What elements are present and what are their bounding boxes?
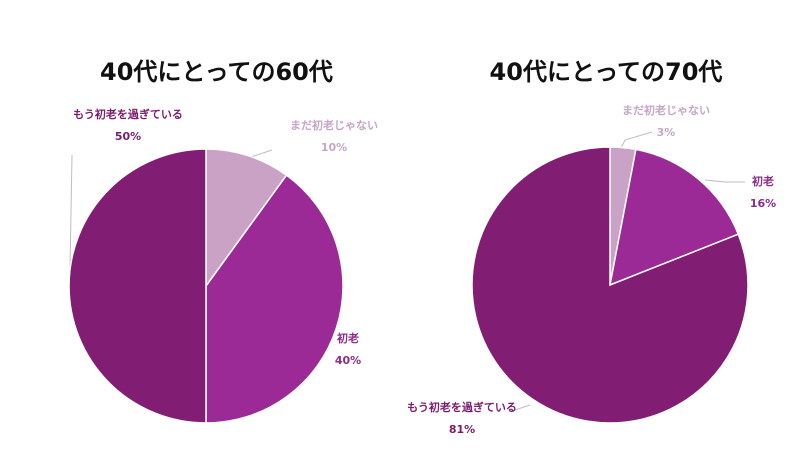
slice-label: もう初老を過ぎている (407, 400, 517, 414)
leader-line (704, 179, 745, 183)
pie-slice (471, 146, 749, 424)
slice-percentage: 81% (449, 423, 475, 436)
slice-label: 初老 (337, 331, 359, 345)
slice-percentage: 50% (115, 130, 141, 143)
pie-slice (205, 148, 288, 289)
slice-percentage: 3% (657, 126, 676, 139)
leader-line (619, 131, 653, 151)
slice-percentage: 10% (321, 141, 347, 154)
pie-chart-2: まだ初老じゃない 3% 初老 16% もう初老を過ぎている 81% (407, 103, 776, 436)
leader-line (69, 154, 73, 271)
slice-label: まだ初老じゃない (622, 103, 710, 117)
slice-percentage: 40% (335, 354, 361, 367)
pie-chart-1: まだ初老じゃない 10% 初老 40% もう初老を過ぎている 50% (68, 107, 378, 424)
slice-percentage: 16% (750, 197, 776, 210)
pie-slice (68, 148, 207, 424)
leader-line (514, 404, 531, 411)
pie-slice (205, 174, 344, 424)
slice-label: 初老 (752, 174, 774, 188)
chart-title-60s: 40代にとっての60代 (100, 58, 333, 86)
slice-label: もう初老を過ぎている (73, 107, 183, 121)
pie-slice (609, 148, 740, 287)
chart-title-70s: 40代にとっての70代 (489, 58, 723, 86)
slice-label: まだ初老じゃない (290, 118, 378, 132)
